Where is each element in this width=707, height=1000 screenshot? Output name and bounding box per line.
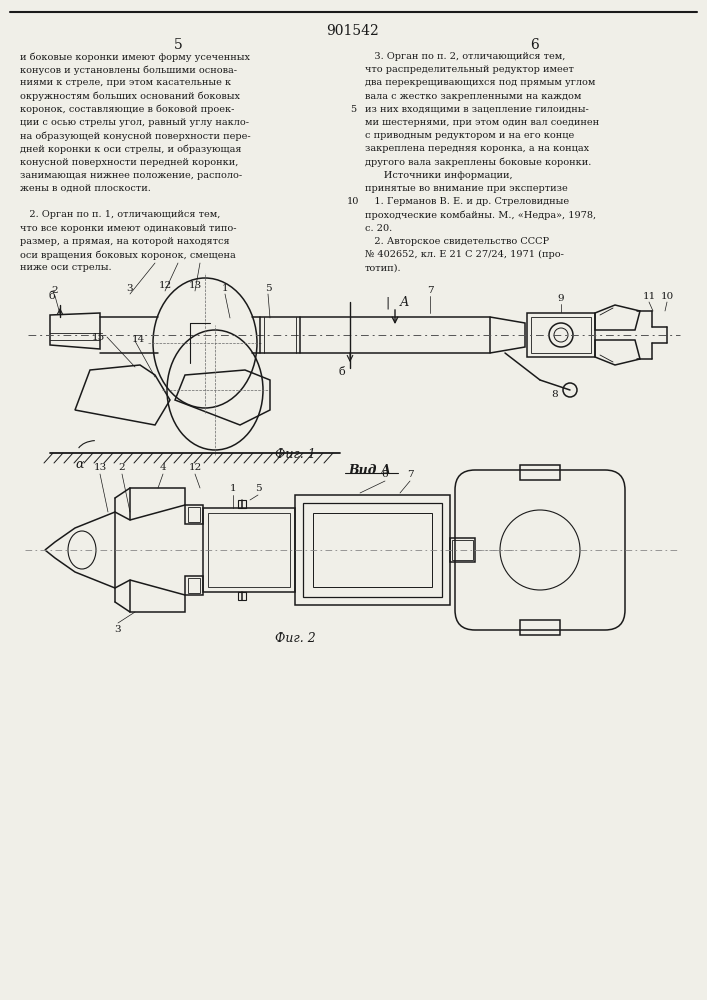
Bar xyxy=(313,513,432,587)
Text: № 402652, кл. Е 21 С 27/24, 1971 (про-: № 402652, кл. Е 21 С 27/24, 1971 (про- xyxy=(365,250,564,259)
Text: окружностям больших оснований боковых: окружностям больших оснований боковых xyxy=(20,92,240,101)
Text: размер, а прямая, на которой находятся: размер, а прямая, на которой находятся xyxy=(20,237,230,246)
Text: вала с жестко закрепленными на каждом: вала с жестко закрепленными на каждом xyxy=(365,92,581,101)
Text: закреплена передняя коронка, а на концах: закреплена передняя коронка, а на концах xyxy=(365,144,589,153)
Text: что распределительный редуктор имеет: что распределительный редуктор имеет xyxy=(365,65,574,74)
Text: б: б xyxy=(339,367,346,377)
Text: 6: 6 xyxy=(531,38,539,52)
Text: 1: 1 xyxy=(230,484,236,493)
Bar xyxy=(295,495,450,605)
Text: 14: 14 xyxy=(132,334,145,344)
Bar xyxy=(188,507,200,522)
Text: занимающая нижнее положение, располо-: занимающая нижнее положение, располо- xyxy=(20,171,242,180)
Text: 4: 4 xyxy=(160,463,166,472)
Text: 3. Орган по п. 2, отличающийся тем,: 3. Орган по п. 2, отличающийся тем, xyxy=(365,52,566,61)
Text: 901542: 901542 xyxy=(327,24,380,38)
Text: 7: 7 xyxy=(427,286,433,295)
Bar xyxy=(303,503,442,597)
Text: 2. Орган по п. 1, отличающийся тем,: 2. Орган по п. 1, отличающийся тем, xyxy=(20,210,221,219)
Text: α: α xyxy=(76,458,84,471)
Text: Источники информации,: Источники информации, xyxy=(365,171,513,180)
Text: 2. Авторское свидетельство СССР: 2. Авторское свидетельство СССР xyxy=(365,237,549,246)
Text: тотип).: тотип). xyxy=(365,263,402,272)
Text: 10: 10 xyxy=(347,197,359,206)
Text: 5: 5 xyxy=(350,105,356,114)
Text: конусной поверхности передней коронки,: конусной поверхности передней коронки, xyxy=(20,158,238,167)
Text: что все коронки имеют одинаковый типо-: что все коронки имеют одинаковый типо- xyxy=(20,224,237,233)
Bar xyxy=(185,576,203,595)
Text: жены в одной плоскости.: жены в одной плоскости. xyxy=(20,184,151,193)
Text: 3: 3 xyxy=(127,284,134,293)
Text: с приводным редуктором и на его конце: с приводным редуктором и на его конце xyxy=(365,131,574,140)
Text: ниже оси стрелы.: ниже оси стрелы. xyxy=(20,263,112,272)
Text: два перекрещивающихся под прямым углом: два перекрещивающихся под прямым углом xyxy=(365,78,595,87)
Text: 12: 12 xyxy=(188,463,201,472)
Bar xyxy=(450,538,475,562)
Bar xyxy=(208,513,290,587)
Bar xyxy=(238,500,246,508)
Text: дней коронки к оси стрелы, и образующая: дней коронки к оси стрелы, и образующая xyxy=(20,144,242,154)
Text: другого вала закреплены боковые коронки.: другого вала закреплены боковые коронки. xyxy=(365,158,591,167)
Text: 8: 8 xyxy=(551,390,559,399)
Text: 2: 2 xyxy=(119,463,125,472)
Bar xyxy=(531,317,591,353)
Text: 1. Германов В. Е. и др. Стреловидные: 1. Германов В. Е. и др. Стреловидные xyxy=(365,197,569,206)
Text: ми шестернями, при этом один вал соединен: ми шестернями, при этом один вал соедине… xyxy=(365,118,599,127)
Text: 9: 9 xyxy=(558,294,564,303)
Text: б: б xyxy=(49,291,55,301)
Text: 5: 5 xyxy=(255,484,262,493)
Text: коронок, составляющие в боковой проек-: коронок, составляющие в боковой проек- xyxy=(20,105,235,114)
Text: на образующей конусной поверхности пере-: на образующей конусной поверхности пере- xyxy=(20,131,250,141)
Text: оси вращения боковых коронок, смещена: оси вращения боковых коронок, смещена xyxy=(20,250,235,259)
Bar xyxy=(452,540,473,560)
Bar xyxy=(203,508,295,592)
Text: 11: 11 xyxy=(643,292,655,301)
Text: и боковые коронки имеют форму усеченных: и боковые коронки имеют форму усеченных xyxy=(20,52,250,62)
Bar xyxy=(527,313,595,357)
Bar xyxy=(238,592,246,600)
Text: 12: 12 xyxy=(158,281,172,290)
Text: 5: 5 xyxy=(174,38,182,52)
Text: 7: 7 xyxy=(407,470,414,479)
Text: А: А xyxy=(400,296,409,310)
Text: 10: 10 xyxy=(660,292,674,301)
Text: ции с осью стрелы угол, равный углу накло-: ции с осью стрелы угол, равный углу накл… xyxy=(20,118,249,127)
Text: принятые во внимание при экспертизе: принятые во внимание при экспертизе xyxy=(365,184,568,193)
Text: 5: 5 xyxy=(264,284,271,293)
Text: 15: 15 xyxy=(92,332,105,342)
Text: конусов и установлены большими основа-: конусов и установлены большими основа- xyxy=(20,65,237,75)
Text: |: | xyxy=(386,296,390,310)
Text: Фиг. 1: Фиг. 1 xyxy=(274,448,315,460)
Text: ниями к стреле, при этом касательные к: ниями к стреле, при этом касательные к xyxy=(20,78,231,87)
Text: 3: 3 xyxy=(115,625,122,634)
Bar xyxy=(520,465,560,480)
Bar xyxy=(520,620,560,635)
Text: 6: 6 xyxy=(382,470,388,479)
Text: Вид А: Вид А xyxy=(349,464,392,477)
Bar xyxy=(188,578,200,593)
Text: Фиг. 2: Фиг. 2 xyxy=(274,632,315,645)
Text: 1: 1 xyxy=(222,284,228,293)
Bar xyxy=(185,505,203,524)
Text: с. 20.: с. 20. xyxy=(365,224,392,233)
Text: 13: 13 xyxy=(93,463,107,472)
Text: 13: 13 xyxy=(188,281,201,290)
Text: 2: 2 xyxy=(52,286,58,295)
Text: из них входящими в зацепление гилоидны-: из них входящими в зацепление гилоидны- xyxy=(365,105,589,114)
Text: проходческие комбайны. М., «Недра», 1978,: проходческие комбайны. М., «Недра», 1978… xyxy=(365,210,596,220)
